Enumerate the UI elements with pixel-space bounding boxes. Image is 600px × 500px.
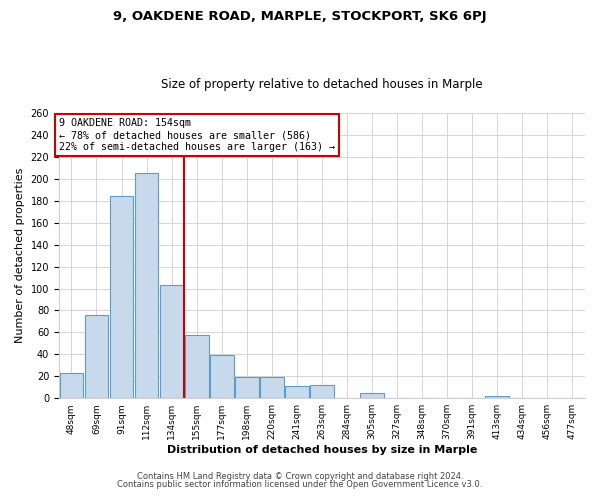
Bar <box>59 373 83 398</box>
Bar <box>110 196 133 398</box>
Title: Size of property relative to detached houses in Marple: Size of property relative to detached ho… <box>161 78 483 91</box>
Bar <box>360 392 384 398</box>
Bar <box>134 174 158 398</box>
Bar <box>210 356 233 398</box>
Text: Contains public sector information licensed under the Open Government Licence v3: Contains public sector information licen… <box>118 480 482 489</box>
Bar <box>285 386 309 398</box>
Text: 9, OAKDENE ROAD, MARPLE, STOCKPORT, SK6 6PJ: 9, OAKDENE ROAD, MARPLE, STOCKPORT, SK6 … <box>113 10 487 23</box>
Bar <box>185 334 209 398</box>
Bar <box>85 315 109 398</box>
Bar <box>160 285 184 398</box>
Text: 9 OAKDENE ROAD: 154sqm
← 78% of detached houses are smaller (586)
22% of semi-de: 9 OAKDENE ROAD: 154sqm ← 78% of detached… <box>59 118 335 152</box>
Text: Contains HM Land Registry data © Crown copyright and database right 2024.: Contains HM Land Registry data © Crown c… <box>137 472 463 481</box>
Bar <box>235 378 259 398</box>
X-axis label: Distribution of detached houses by size in Marple: Distribution of detached houses by size … <box>167 445 477 455</box>
Bar <box>485 396 509 398</box>
Bar <box>260 378 284 398</box>
Y-axis label: Number of detached properties: Number of detached properties <box>15 168 25 344</box>
Bar <box>310 385 334 398</box>
